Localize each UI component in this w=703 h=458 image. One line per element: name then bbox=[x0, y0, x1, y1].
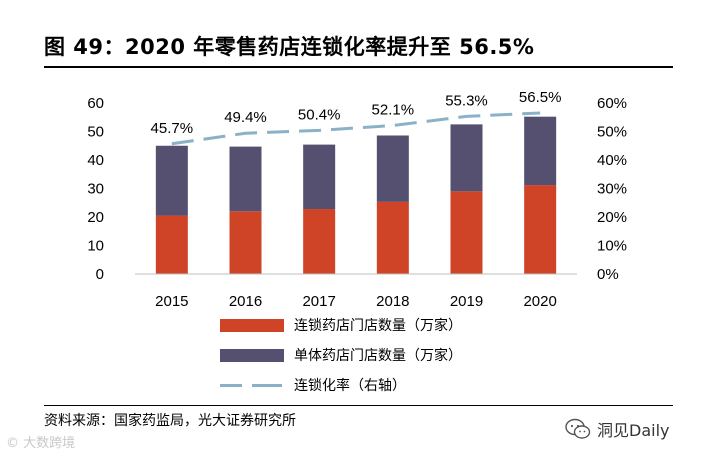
y-right-tick-label: 0% bbox=[597, 266, 619, 283]
rate-line bbox=[171, 111, 541, 146]
title-rule bbox=[44, 66, 673, 68]
x-tick-label: 2018 bbox=[376, 293, 409, 310]
watermark-right: 洞见Daily bbox=[565, 417, 670, 441]
footer-rule bbox=[44, 405, 673, 406]
y-left-tick-label: 10 bbox=[87, 238, 104, 255]
legend: 连锁药店门店数量（万家） 单体药店门店数量（万家） 连锁化率（右轴） bbox=[220, 312, 462, 402]
rate-data-label: 49.4% bbox=[224, 109, 267, 126]
y-axis-left: 0 10 20 30 40 50 60 bbox=[87, 95, 104, 283]
watermark-right-text: 洞见Daily bbox=[597, 421, 670, 440]
legend-swatch-rate bbox=[220, 379, 284, 392]
y-left-tick-label: 0 bbox=[96, 266, 104, 283]
y-right-tick-label: 10% bbox=[597, 238, 627, 255]
wechat-icon bbox=[565, 418, 591, 439]
watermark-left: © 大数跨境 bbox=[6, 436, 76, 451]
legend-label-single: 单体药店门店数量（万家） bbox=[294, 348, 462, 364]
y-left-tick-label: 30 bbox=[87, 181, 104, 198]
bar-single bbox=[303, 144, 336, 210]
bar-single bbox=[450, 124, 483, 192]
bar-chain bbox=[155, 215, 188, 274]
y-right-tick-label: 50% bbox=[597, 124, 627, 141]
bar-group bbox=[155, 116, 557, 274]
bar-chain bbox=[524, 185, 557, 274]
watermark-left-text: 大数跨境 bbox=[23, 436, 76, 451]
x-tick-label: 2019 bbox=[450, 293, 483, 310]
x-tick-label: 2015 bbox=[155, 293, 188, 310]
bar-single bbox=[229, 146, 262, 212]
chart-title: 图 49：2020 年零售药店连锁化率提升至 56.5% bbox=[44, 35, 535, 59]
y-right-tick-label: 60% bbox=[597, 95, 627, 112]
y-left-tick-label: 20 bbox=[87, 209, 104, 226]
rate-data-label: 50.4% bbox=[298, 106, 341, 123]
y-left-tick-label: 60 bbox=[87, 95, 104, 112]
bar-single bbox=[376, 135, 409, 202]
legend-swatch-chain bbox=[220, 318, 284, 332]
bar-single bbox=[155, 145, 188, 216]
y-right-tick-label: 40% bbox=[597, 152, 627, 169]
legend-label-chain: 连锁药店门店数量（万家） bbox=[294, 318, 462, 334]
x-tick-label: 2017 bbox=[302, 293, 335, 310]
legend-item-rate: 连锁化率（右轴） bbox=[220, 372, 462, 398]
rate-data-label: 55.3% bbox=[445, 92, 488, 109]
x-axis: 2015 2016 2017 2018 2019 2020 bbox=[155, 293, 557, 310]
legend-swatch-single bbox=[220, 348, 284, 362]
rate-data-label: 52.1% bbox=[372, 102, 415, 119]
source-note: 资料来源：国家药监局，光大证券研究所 bbox=[44, 413, 296, 429]
bar-chain bbox=[229, 211, 262, 274]
y-left-tick-label: 40 bbox=[87, 152, 104, 169]
rate-data-label: 45.7% bbox=[151, 120, 194, 137]
bar-chain bbox=[450, 191, 483, 274]
x-tick-label: 2020 bbox=[523, 293, 556, 310]
y-left-tick-label: 50 bbox=[87, 124, 104, 141]
bar-chain bbox=[376, 201, 409, 274]
legend-item-chain: 连锁药店门店数量（万家） bbox=[220, 312, 462, 338]
bar-chain bbox=[303, 209, 336, 274]
y-right-tick-label: 30% bbox=[597, 181, 627, 198]
legend-item-single: 单体药店门店数量（万家） bbox=[220, 342, 462, 368]
rate-data-label: 56.5% bbox=[519, 89, 562, 106]
y-right-tick-label: 20% bbox=[597, 209, 627, 226]
legend-label-rate: 连锁化率（右轴） bbox=[294, 378, 406, 394]
x-tick-label: 2016 bbox=[229, 293, 262, 310]
rate-labels: 45.7% 49.4% 50.4% 52.1% 55.3% 56.5% bbox=[151, 89, 562, 137]
y-axis-right: 0% 10% 20% 30% 40% 50% 60% bbox=[597, 95, 627, 283]
bar-single bbox=[524, 116, 557, 186]
